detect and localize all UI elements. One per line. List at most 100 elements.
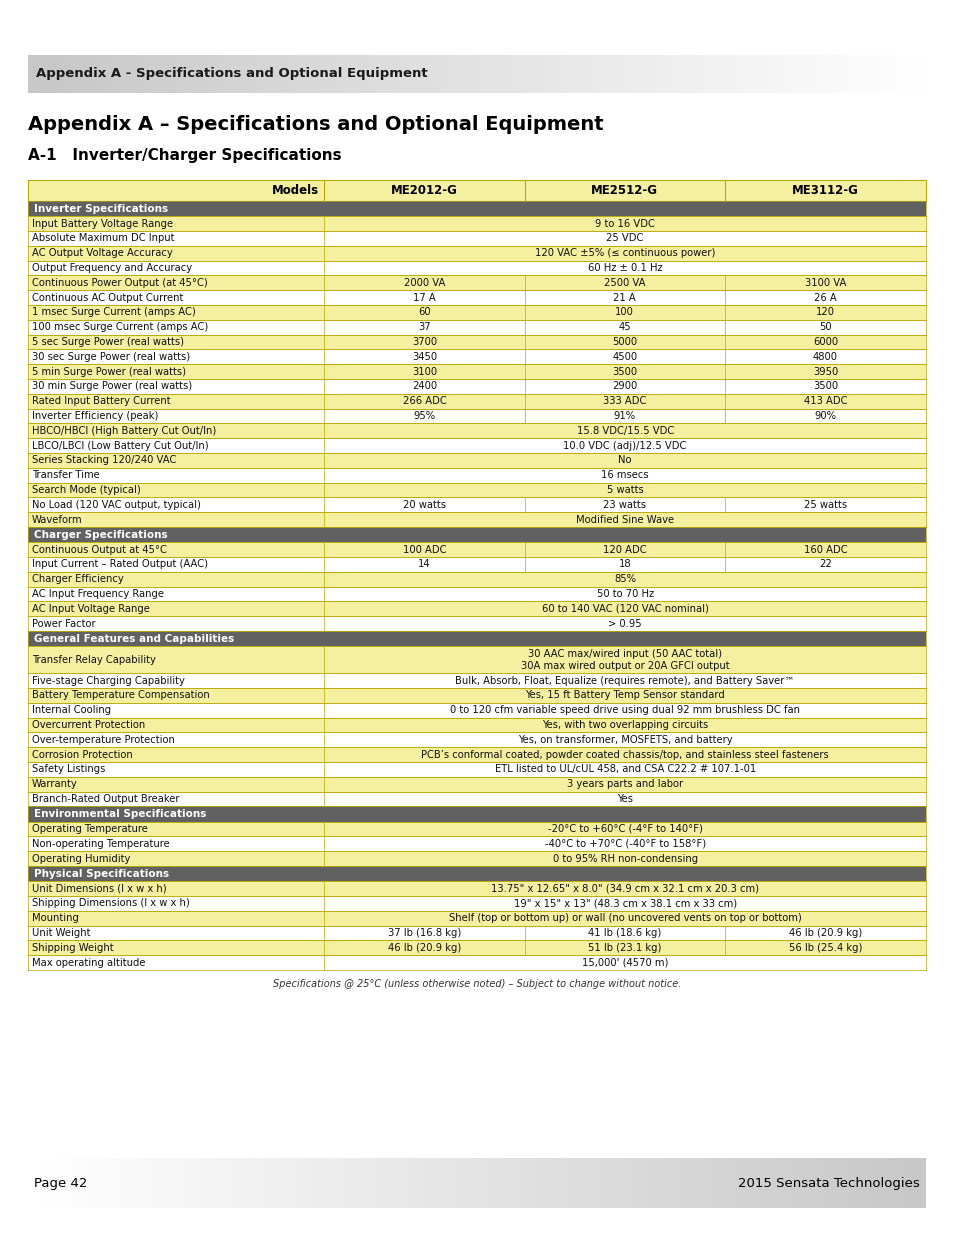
Bar <box>72 1158 84 1208</box>
Bar <box>208 56 218 93</box>
Text: Operating Temperature: Operating Temperature <box>32 824 148 834</box>
Bar <box>107 1158 117 1208</box>
Bar <box>28 925 925 940</box>
Bar <box>28 1158 39 1208</box>
Bar <box>589 56 599 93</box>
Bar <box>28 513 925 527</box>
Text: 6000: 6000 <box>812 337 837 347</box>
Bar <box>28 320 925 335</box>
Text: Transfer Relay Capability: Transfer Relay Capability <box>32 655 155 664</box>
Text: 413 ADC: 413 ADC <box>802 396 846 406</box>
Bar <box>218 1158 230 1208</box>
Text: Max operating altitude: Max operating altitude <box>32 957 146 967</box>
Bar <box>824 56 836 93</box>
Text: 5 sec Surge Power (real watts): 5 sec Surge Power (real watts) <box>32 337 184 347</box>
Bar <box>700 56 712 93</box>
Text: Models: Models <box>272 184 319 198</box>
Bar <box>858 56 869 93</box>
Text: 91%: 91% <box>613 411 635 421</box>
Bar <box>846 56 858 93</box>
Bar <box>914 56 925 93</box>
Bar <box>780 1158 790 1208</box>
Bar <box>902 56 914 93</box>
Text: 30 min Surge Power (real watts): 30 min Surge Power (real watts) <box>32 382 192 391</box>
Text: 25 VDC: 25 VDC <box>606 233 643 243</box>
Bar <box>690 1158 700 1208</box>
Bar <box>185 1158 196 1208</box>
Text: 3500: 3500 <box>612 367 637 377</box>
Bar <box>28 910 925 925</box>
Bar <box>28 216 925 231</box>
Bar <box>28 806 925 821</box>
Bar <box>173 1158 185 1208</box>
Bar <box>757 1158 768 1208</box>
Bar <box>95 1158 107 1208</box>
Bar <box>510 1158 521 1208</box>
Text: 37 lb (16.8 kg): 37 lb (16.8 kg) <box>388 927 460 939</box>
Text: No: No <box>618 456 631 466</box>
Text: Shipping Dimensions (l x w x h): Shipping Dimensions (l x w x h) <box>32 898 190 909</box>
Bar <box>566 1158 578 1208</box>
Text: 22: 22 <box>819 559 831 569</box>
Text: General Features and Capabilities: General Features and Capabilities <box>34 634 234 643</box>
Bar <box>230 1158 241 1208</box>
Text: 3500: 3500 <box>812 382 837 391</box>
Bar <box>555 56 566 93</box>
Bar <box>589 1158 599 1208</box>
Text: Yes: Yes <box>617 794 633 804</box>
Text: 46 lb (20.9 kg): 46 lb (20.9 kg) <box>388 942 460 952</box>
Text: 60: 60 <box>417 308 431 317</box>
Text: Continuous AC Output Current: Continuous AC Output Current <box>32 293 183 303</box>
Bar <box>28 468 925 483</box>
Bar <box>28 673 925 688</box>
Bar <box>129 56 140 93</box>
Bar <box>342 1158 354 1208</box>
Bar <box>152 56 163 93</box>
Bar <box>28 438 925 453</box>
Text: 266 ADC: 266 ADC <box>402 396 446 406</box>
Bar <box>735 56 745 93</box>
Text: 37: 37 <box>417 322 431 332</box>
Bar <box>28 616 925 631</box>
Bar <box>801 56 813 93</box>
Bar <box>387 1158 398 1208</box>
Bar <box>656 56 667 93</box>
Text: Yes, 15 ft Battery Temp Sensor standard: Yes, 15 ft Battery Temp Sensor standard <box>525 690 724 700</box>
Bar <box>375 56 387 93</box>
Bar <box>836 1158 846 1208</box>
Bar <box>745 56 757 93</box>
Text: 30A max wired output or 20A GFCI output: 30A max wired output or 20A GFCI output <box>520 661 729 671</box>
Text: 2015 Sensata Technologies: 2015 Sensata Technologies <box>738 1177 919 1189</box>
Bar <box>644 1158 656 1208</box>
Bar <box>196 1158 208 1208</box>
Bar <box>634 56 644 93</box>
Text: 41 lb (18.6 kg): 41 lb (18.6 kg) <box>587 927 660 939</box>
Text: Environmental Specifications: Environmental Specifications <box>34 809 206 819</box>
Bar <box>28 527 925 542</box>
Bar <box>723 1158 735 1208</box>
Text: ETL listed to UL/cUL 458, and CSA C22.2 # 107.1-01: ETL listed to UL/cUL 458, and CSA C22.2 … <box>494 764 755 774</box>
Text: Branch-Rated Output Breaker: Branch-Rated Output Breaker <box>32 794 179 804</box>
Bar <box>723 56 735 93</box>
Bar <box>712 56 723 93</box>
Bar <box>28 56 39 93</box>
Bar <box>599 1158 611 1208</box>
Text: Continuous Output at 45°C: Continuous Output at 45°C <box>32 545 167 555</box>
Bar <box>140 1158 152 1208</box>
Bar <box>634 1158 644 1208</box>
Text: 2900: 2900 <box>612 382 637 391</box>
Text: Inverter Specifications: Inverter Specifications <box>34 204 168 214</box>
Bar <box>129 1158 140 1208</box>
Bar <box>241 1158 253 1208</box>
Text: LBCO/LBCI (Low Battery Cut Out/In): LBCO/LBCI (Low Battery Cut Out/In) <box>32 441 209 451</box>
Text: 15.8 VDC/15.5 VDC: 15.8 VDC/15.5 VDC <box>576 426 673 436</box>
Text: 3100: 3100 <box>412 367 436 377</box>
Bar <box>28 747 925 762</box>
Text: Specifications @ 25°C (unless otherwise noted) – Subject to change without notic: Specifications @ 25°C (unless otherwise … <box>273 979 680 989</box>
Text: Five-stage Charging Capability: Five-stage Charging Capability <box>32 676 185 685</box>
Bar <box>28 703 925 718</box>
Bar <box>656 1158 667 1208</box>
Text: 15,000' (4570 m): 15,000' (4570 m) <box>581 957 668 967</box>
Text: 2400: 2400 <box>412 382 436 391</box>
Text: Internal Cooling: Internal Cooling <box>32 705 111 715</box>
